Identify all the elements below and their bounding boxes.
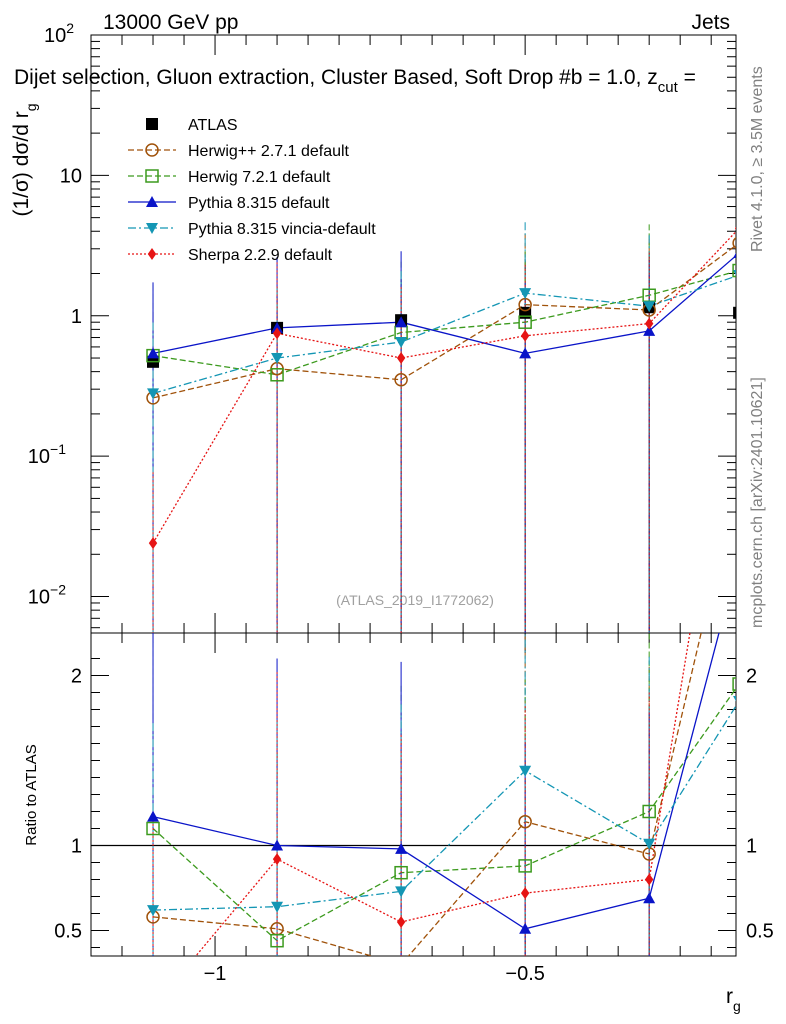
- series-line-vincia: [152, 275, 736, 395]
- point-vincia: [271, 353, 284, 365]
- point-vincia: [643, 301, 656, 313]
- ratio-ytick-label-right: 2: [746, 666, 757, 688]
- ratio-point-herwig7: [270, 933, 284, 948]
- ratio-point-herwigpp: [395, 959, 407, 971]
- main-ytick-label: 10−1: [28, 441, 66, 468]
- main-ytick-label: 1: [71, 306, 82, 328]
- point-pythia: [643, 324, 656, 336]
- ratio-point-herwig7: [518, 859, 532, 873]
- point-vincia: [519, 288, 532, 300]
- point-pythia: [147, 347, 160, 359]
- legend-label-herwigpp: Herwig++ 2.7.1 default: [188, 143, 350, 160]
- point-herwig7: [270, 368, 284, 382]
- ratio-line-herwigpp: [152, 633, 702, 956]
- series-line-sherpa: [152, 230, 736, 544]
- main-ytick-label: 102: [44, 20, 74, 47]
- ratio-point-pythia: [271, 839, 284, 851]
- main-ylabel: (1/σ) dσ/d rg: [10, 103, 39, 216]
- point-sherpa: [396, 352, 406, 365]
- legend-label-pythia: Pythia 8.315 default: [188, 195, 330, 212]
- ratio-point-herwigpp: [733, 466, 745, 478]
- point-pythia: [733, 252, 736, 258]
- analysis-watermark: (ATLAS_2019_I1772062): [336, 592, 494, 608]
- legend-label-sherpa: Sherpa 2.2.9 default: [188, 247, 333, 264]
- ratio-ytick-label-left: 2: [71, 666, 82, 688]
- point-herwig7: [518, 315, 532, 329]
- point-pythia: [519, 347, 532, 359]
- ratio-point-herwig7: [732, 677, 736, 691]
- ratio-point-sherpa: [272, 853, 282, 866]
- ratio-point-pythia: [643, 892, 656, 904]
- ratio-point-herwigpp: [518, 814, 532, 829]
- legend: ATLAS Herwig++ 2.7.1 default Herwig 7.2.1 …: [128, 117, 376, 264]
- ratio-point-vincia: [271, 901, 284, 913]
- ratio-point-vincia: [519, 765, 532, 777]
- point-herwigpp: [394, 373, 408, 387]
- point-sherpa: [734, 226, 736, 230]
- ratio-point-pythia: [733, 551, 745, 562]
- ratio-point-sherpa: [520, 887, 530, 900]
- ratio-ytick-label-left: 1: [71, 836, 82, 858]
- point-sherpa: [148, 537, 158, 550]
- ratio-frame: [90, 632, 737, 957]
- xtick-label: −0.5: [505, 963, 544, 985]
- ratio-ytick-label-right: 1: [746, 836, 757, 858]
- ratio-line-pythia: [152, 633, 720, 930]
- ratio-point-vincia: [733, 696, 736, 702]
- legend-label-atlas: ATLAS: [188, 117, 238, 134]
- ratio-point-herwig7: [146, 821, 160, 836]
- main-ytick-label: 10−2: [28, 582, 66, 609]
- rivet-version-label: Rivet 4.1.0, ≥ 3.5M events: [749, 66, 766, 252]
- ratio-ytick-label-right: 0.5: [746, 921, 774, 943]
- mcplots-label: mcplots.cern.ch [arXiv:2401.10621]: [749, 377, 766, 628]
- series-line-pythia: [152, 254, 736, 355]
- ratio-point-pythia: [395, 842, 408, 854]
- point-sherpa: [520, 329, 530, 342]
- point-sherpa: [272, 327, 282, 340]
- ratio-point-pythia: [147, 810, 160, 822]
- legend-label-vincia: Pythia 8.315 vincia-default: [188, 221, 376, 238]
- main-marks: [146, 222, 736, 633]
- point-vincia: [147, 388, 160, 400]
- legend-marker-herwigpp: [145, 143, 159, 157]
- ratio-point-vincia: [147, 905, 160, 917]
- point-herwigpp: [732, 236, 736, 249]
- point-pythia: [395, 316, 408, 328]
- energy-label: 13000 GeV pp: [103, 11, 238, 34]
- ratio-ylabel: Ratio to ATLAS: [23, 744, 40, 845]
- point-herwig7: [732, 263, 736, 278]
- ratio-point-vincia: [643, 838, 656, 850]
- legend-marker-atlas: [146, 118, 158, 130]
- series-line-herwig7: [152, 270, 736, 376]
- legend-marker-sherpa: [147, 248, 157, 260]
- xtick-label: −1: [204, 963, 227, 985]
- point-vincia: [395, 337, 408, 349]
- legend-marker-pythia: [146, 196, 158, 207]
- ratio-point-sherpa: [149, 1001, 157, 1013]
- ratio-point-sherpa: [644, 873, 654, 886]
- ratio-line-herwig7: [152, 687, 736, 942]
- ratio-point-sherpa: [396, 916, 406, 928]
- ratio-marks: [146, 466, 745, 1013]
- ratio-ytick-label-left: 0.5: [54, 921, 82, 943]
- legend-marker-herwig7: [145, 169, 159, 183]
- point-atlas: [733, 306, 736, 319]
- main-ytick-label: 10: [60, 165, 82, 187]
- ratio-point-herwig7: [394, 865, 408, 880]
- ratio-line-sherpa: [194, 633, 691, 956]
- ratio-point-pythia: [519, 922, 532, 934]
- axes-group: 10−2 10−1 1 10 102 −1 −0.5 0.5 0.5 1 1 2 2: [28, 20, 774, 985]
- legend-marker-vincia: [146, 223, 158, 234]
- plot-title: Dijet selection, Gluon extraction, Clust…: [14, 66, 696, 96]
- xlabel: rg: [726, 985, 741, 1014]
- legend-label-herwig7: Herwig 7.2.1 default: [188, 169, 331, 186]
- category-label: Jets: [691, 11, 730, 34]
- series-line-herwigpp: [152, 244, 736, 399]
- ratio-point-vincia: [395, 886, 408, 898]
- ratio-line-vincia: [153, 704, 736, 911]
- point-vincia: [733, 270, 736, 276]
- ratio-point-herwig7: [642, 804, 656, 819]
- point-sherpa: [644, 317, 654, 330]
